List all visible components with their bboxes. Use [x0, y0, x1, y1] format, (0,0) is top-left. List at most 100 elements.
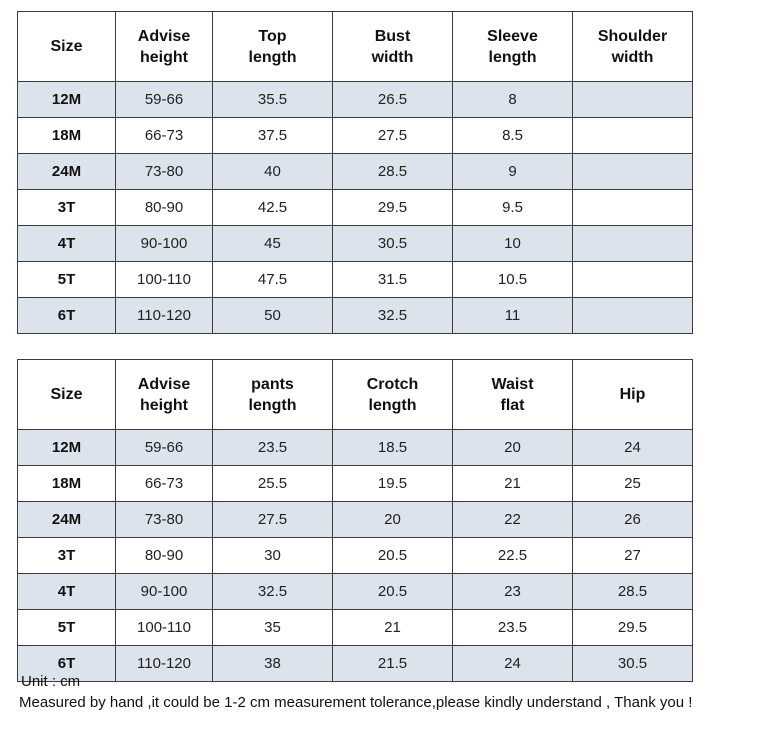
- pants-size-table: Size Advise height pants length Crotch length W…: [17, 359, 693, 682]
- table-cell: 21.5: [332, 645, 453, 682]
- table-cell: 27: [572, 537, 693, 574]
- table-row: 6T 110-120 38 21.5 24 30.5: [17, 645, 693, 682]
- column-header: Size: [17, 11, 116, 82]
- size-cell: 6T: [17, 297, 116, 334]
- table-cell: [572, 189, 693, 226]
- table-row: 24M 73-80 40 28.5 9: [17, 153, 693, 190]
- table-row: 6T 110-120 50 32.5 11: [17, 297, 693, 334]
- table-cell: 45: [212, 225, 333, 262]
- table-cell: 100-110: [115, 609, 213, 646]
- column-header: Bust width: [332, 11, 453, 82]
- table-cell: 22.5: [452, 537, 573, 574]
- table-row: 12M 59-66 23.5 18.5 20 24: [17, 429, 693, 466]
- size-cell: 3T: [17, 537, 116, 574]
- table-row: 3T 80-90 30 20.5 22.5 27: [17, 537, 693, 574]
- table-row: 18M 66-73 37.5 27.5 8.5: [17, 117, 693, 154]
- table-cell: [572, 225, 693, 262]
- column-header-line: width: [371, 48, 414, 66]
- column-header-line: height: [140, 396, 188, 414]
- table-cell: 24: [572, 429, 693, 466]
- measurement-disclaimer: Measured by hand ,it could be 1-2 cm mea…: [19, 694, 693, 711]
- column-header-line: flat: [500, 396, 525, 414]
- table-cell: 59-66: [115, 81, 213, 118]
- table-cell: [572, 81, 693, 118]
- size-cell: 18M: [17, 465, 116, 502]
- column-header: Hip: [572, 359, 693, 430]
- table-cell: 11: [452, 297, 573, 334]
- table-cell: 30.5: [332, 225, 453, 262]
- column-header-line: height: [140, 48, 188, 66]
- column-header-line: Hip: [619, 386, 646, 403]
- table-cell: 23: [452, 573, 573, 610]
- size-cell: 5T: [17, 609, 116, 646]
- table-cell: 40: [212, 153, 333, 190]
- size-cell: 18M: [17, 117, 116, 154]
- table-cell: 27.5: [332, 117, 453, 154]
- table-cell: 21: [332, 609, 453, 646]
- table-header-row: Size Advise height pants length Crotch length W…: [17, 359, 693, 430]
- size-cell: 3T: [17, 189, 116, 226]
- table-row: 5T 100-110 35 21 23.5 29.5: [17, 609, 693, 646]
- table-row: 24M 73-80 27.5 20 22 26: [17, 501, 693, 538]
- table-cell: 37.5: [212, 117, 333, 154]
- column-header-line: Top: [258, 27, 287, 45]
- table-cell: 23.5: [452, 609, 573, 646]
- column-header-line: Waist: [491, 375, 534, 393]
- table-cell: 22: [452, 501, 573, 538]
- column-header-line: length: [248, 396, 297, 414]
- table-row: 18M 66-73 25.5 19.5 21 25: [17, 465, 693, 502]
- column-header-line: Advise: [137, 27, 191, 45]
- table-cell: 66-73: [115, 117, 213, 154]
- column-header-line: length: [488, 48, 537, 66]
- table-cell: 47.5: [212, 261, 333, 298]
- size-cell: 4T: [17, 573, 116, 610]
- table-cell: 25: [572, 465, 693, 502]
- size-cell: 5T: [17, 261, 116, 298]
- table-cell: 42.5: [212, 189, 333, 226]
- table-cell: 110-120: [115, 297, 213, 334]
- table-cell: 66-73: [115, 465, 213, 502]
- table-header-row: Size Advise height Top length Bust width Sleeve…: [17, 11, 693, 82]
- column-header-line: pants: [251, 375, 294, 393]
- table-cell: 29.5: [572, 609, 693, 646]
- table-cell: 30: [212, 537, 333, 574]
- table-cell: 23.5: [212, 429, 333, 466]
- column-header-line: Advise: [137, 375, 191, 393]
- column-header-line: width: [611, 48, 654, 66]
- column-header: Sleeve length: [452, 11, 573, 82]
- column-header-line: Sleeve: [487, 27, 538, 45]
- size-cell: 12M: [17, 429, 116, 466]
- table-cell: 73-80: [115, 501, 213, 538]
- size-cell: 4T: [17, 225, 116, 262]
- table-cell: 8: [452, 81, 573, 118]
- table-cell: 35.5: [212, 81, 333, 118]
- table-cell: 32.5: [212, 573, 333, 610]
- table-cell: 59-66: [115, 429, 213, 466]
- size-cell: 24M: [17, 153, 116, 190]
- table-cell: 38: [212, 645, 333, 682]
- table-row: 4T 90-100 32.5 20.5 23 28.5: [17, 573, 693, 610]
- table-cell: 27.5: [212, 501, 333, 538]
- column-header-line: Bust: [374, 27, 411, 45]
- table-cell: [572, 117, 693, 154]
- column-header-line: Shoulder: [597, 27, 668, 45]
- table-row: 5T 100-110 47.5 31.5 10.5: [17, 261, 693, 298]
- table-cell: 28.5: [332, 153, 453, 190]
- table-cell: 26: [572, 501, 693, 538]
- column-header-line: Size: [50, 38, 83, 55]
- table-cell: 90-100: [115, 225, 213, 262]
- table-cell: 9.5: [452, 189, 573, 226]
- unit-note: Unit : cm: [21, 673, 81, 690]
- column-header: Top length: [212, 11, 333, 82]
- size-cell: 24M: [17, 501, 116, 538]
- column-header-line: Crotch: [366, 375, 419, 393]
- table-cell: 100-110: [115, 261, 213, 298]
- table-cell: 50: [212, 297, 333, 334]
- table-row: 3T 80-90 42.5 29.5 9.5: [17, 189, 693, 226]
- size-cell: 6T: [17, 645, 116, 682]
- column-header: Waist flat: [452, 359, 573, 430]
- top-size-table: Size Advise height Top length Bust width Sleeve…: [17, 11, 693, 334]
- table-cell: 19.5: [332, 465, 453, 502]
- table-cell: 30.5: [572, 645, 693, 682]
- size-cell: 12M: [17, 81, 116, 118]
